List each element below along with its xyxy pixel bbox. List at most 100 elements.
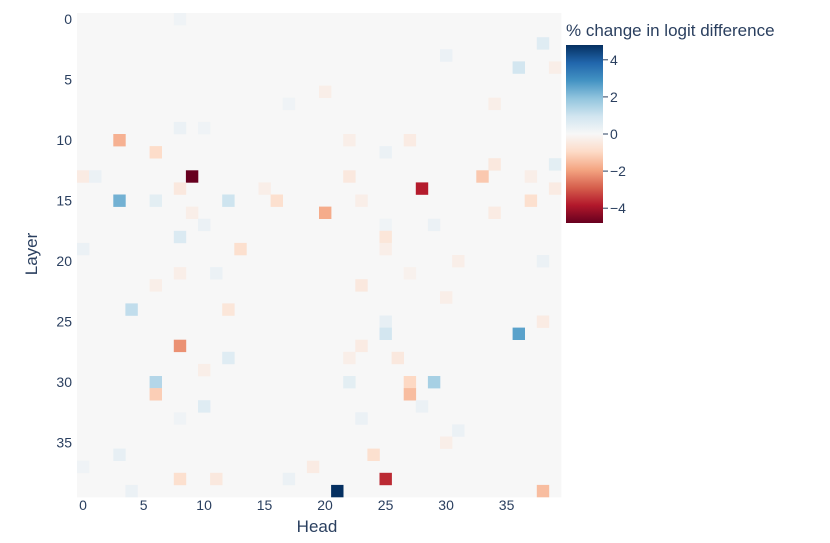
heatmap-cell <box>185 351 199 365</box>
heatmap-cell <box>476 134 489 147</box>
heatmap-cell <box>343 327 356 340</box>
heatmap-cell <box>452 13 465 26</box>
heatmap-cell <box>379 25 392 38</box>
heatmap-cell <box>306 315 320 328</box>
heatmap-cell <box>77 376 90 389</box>
heatmap-cell <box>101 424 114 437</box>
heatmap-cell <box>185 303 199 316</box>
heatmap-cell <box>512 424 525 437</box>
heatmap-cell <box>355 218 368 232</box>
heatmap-cell <box>185 218 199 232</box>
heatmap-cell <box>258 85 271 98</box>
heatmap-cell <box>282 194 296 207</box>
heatmap-cell <box>210 121 223 135</box>
heatmap-cell <box>101 291 114 304</box>
heatmap-cell <box>415 472 429 486</box>
heatmap-cell <box>258 170 271 183</box>
heatmap-cell <box>258 158 271 171</box>
heatmap-cell <box>137 303 150 316</box>
heatmap-cell <box>234 424 247 437</box>
heatmap-cell <box>415 412 429 425</box>
heatmap-cell <box>524 424 538 437</box>
heatmap-cell <box>185 61 199 74</box>
heatmap-cell <box>306 61 320 74</box>
heatmap-cell <box>524 49 538 62</box>
heatmap-cell <box>246 182 259 195</box>
heatmap-cell <box>367 109 380 123</box>
heatmap-cell <box>101 339 114 353</box>
heatmap-cell <box>149 339 162 353</box>
heatmap-cell <box>258 146 271 159</box>
heatmap-cell <box>403 303 417 316</box>
heatmap-cell <box>524 158 538 171</box>
heatmap-cell-highlight <box>452 424 465 437</box>
heatmap-cell <box>161 218 175 232</box>
heatmap-cell <box>101 400 114 413</box>
heatmap-cell <box>391 363 404 377</box>
heatmap-cell <box>89 25 102 38</box>
heatmap-cell <box>440 97 453 111</box>
heatmap-cell <box>89 206 102 219</box>
heatmap-cell <box>355 303 368 316</box>
heatmap-cell <box>464 109 477 123</box>
heatmap-cell-highlight <box>173 121 187 135</box>
heatmap-cell <box>355 472 368 486</box>
heatmap-cell <box>185 73 199 86</box>
heatmap-cell <box>222 170 235 183</box>
heatmap-cell <box>185 484 199 498</box>
heatmap-cell <box>452 315 465 328</box>
heatmap-cell <box>173 61 187 74</box>
heatmap-cell <box>137 412 150 425</box>
heatmap-cell <box>331 339 344 353</box>
heatmap-cell <box>270 315 283 328</box>
heatmap-cell <box>222 339 235 353</box>
heatmap-cell <box>476 49 489 62</box>
x-axis-title: Head <box>297 517 338 536</box>
heatmap-cell <box>403 146 417 159</box>
heatmap-cell <box>113 85 126 98</box>
heatmap-cell-highlight <box>524 170 538 183</box>
heatmap-cell <box>427 472 441 486</box>
heatmap-cell <box>282 61 296 74</box>
heatmap-cell <box>270 376 283 389</box>
heatmap-cell <box>391 255 404 268</box>
heatmap-cell <box>198 37 211 50</box>
heatmap-cell <box>149 182 162 195</box>
heatmap-cell <box>89 121 102 135</box>
heatmap-cell <box>403 121 417 135</box>
heatmap-cell <box>258 388 271 401</box>
heatmap-cell <box>452 61 465 74</box>
heatmap-cell <box>234 339 247 353</box>
heatmap-cell <box>512 339 525 353</box>
heatmap-cell <box>548 97 562 111</box>
heatmap-cell <box>258 230 271 244</box>
colorbar-tick-label: −4 <box>610 200 626 216</box>
heatmap-cell <box>113 291 126 304</box>
heatmap-cell <box>89 73 102 86</box>
heatmap-cell <box>403 400 417 413</box>
heatmap-cell <box>222 97 235 111</box>
heatmap-cell <box>488 279 501 292</box>
heatmap-cell <box>125 400 138 413</box>
heatmap-cell <box>173 460 187 474</box>
heatmap-cell <box>355 255 368 268</box>
heatmap-cell <box>198 484 211 498</box>
heatmap-cell-highlight <box>355 339 368 353</box>
heatmap-cell <box>415 218 429 232</box>
heatmap-cell <box>355 242 368 256</box>
heatmap-cell <box>149 400 162 413</box>
heatmap-cell <box>222 61 235 74</box>
heatmap-cell <box>379 303 392 316</box>
heatmap-cell <box>512 230 525 244</box>
heatmap-cell <box>343 303 356 316</box>
heatmap-cell <box>488 315 501 328</box>
heatmap-cell <box>282 388 296 401</box>
heatmap-cell <box>113 376 126 389</box>
heatmap-cell <box>125 170 138 183</box>
heatmap-cell <box>403 279 417 292</box>
heatmap-cell <box>524 351 538 365</box>
heatmap-cell <box>536 97 550 111</box>
heatmap-cell <box>234 291 247 304</box>
heatmap-cell <box>173 109 187 123</box>
heatmap-cell <box>222 182 235 195</box>
